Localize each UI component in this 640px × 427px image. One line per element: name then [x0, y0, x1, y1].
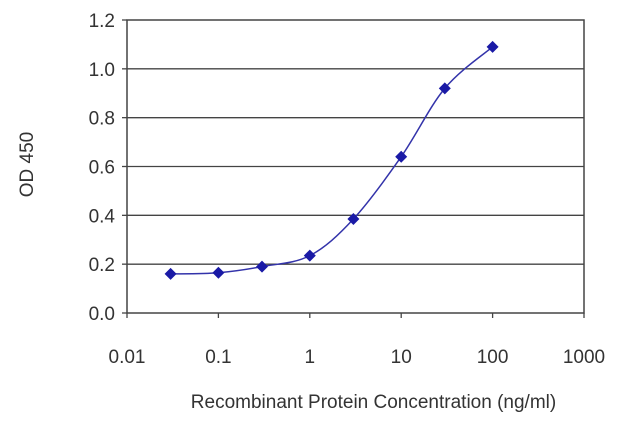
data-point [256, 260, 269, 273]
data-point [438, 82, 451, 95]
data-point [303, 249, 316, 262]
y-axis-title: OD 450 [17, 132, 38, 197]
axis-ticks [122, 19, 585, 318]
y-tick-label: 1.0 [89, 60, 115, 81]
fit-curve [170, 46, 494, 275]
data-points [164, 40, 499, 280]
x-tick-label: 10 [391, 347, 412, 368]
x-tick-label: 0.01 [109, 347, 146, 368]
y-tick-label: 0.8 [89, 109, 115, 130]
x-tick-labels: 0.01 0.1 1 10 100 1000 [109, 347, 606, 368]
y-tick-label: 0.4 [89, 206, 116, 227]
y-tick-label: 0.0 [89, 304, 115, 325]
x-axis-title: Recombinant Protein Concentration (ng/ml… [191, 392, 556, 413]
y-tick-label: 1.2 [89, 11, 115, 32]
data-point [347, 212, 360, 225]
y-tick-labels: 0.0 0.2 0.4 0.6 0.8 1.0 1.2 [89, 11, 116, 325]
grid-lines [127, 68, 584, 265]
data-point [395, 150, 408, 163]
data-point [164, 267, 177, 280]
x-tick-label: 100 [477, 347, 509, 368]
x-tick-label: 0.1 [205, 347, 231, 368]
data-point [486, 40, 499, 53]
y-tick-label: 0.6 [89, 158, 115, 179]
x-tick-label: 1 [305, 347, 316, 368]
y-tick-label: 0.2 [89, 255, 115, 276]
data-point [212, 266, 225, 279]
x-tick-label: 1000 [563, 347, 605, 368]
